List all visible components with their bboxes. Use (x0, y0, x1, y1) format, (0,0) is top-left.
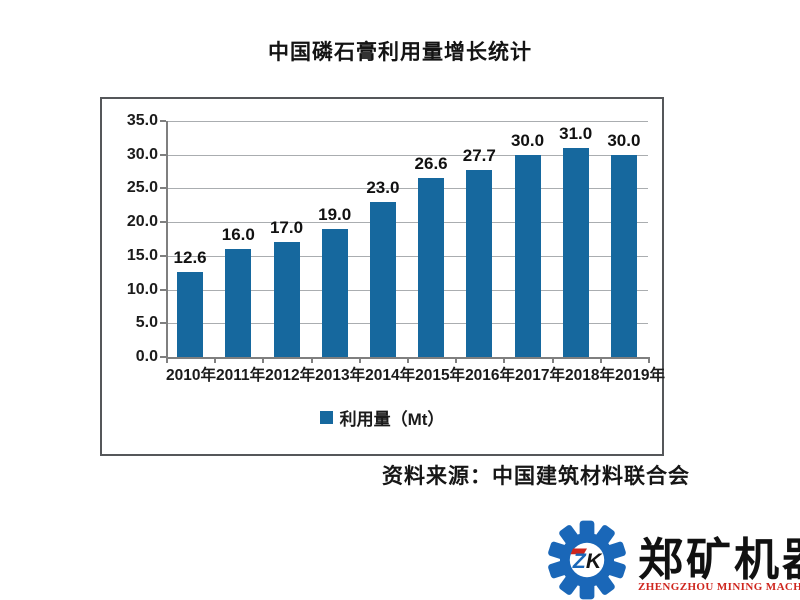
bar-2017年 (514, 154, 541, 357)
bar-value-label: 23.0 (366, 177, 400, 197)
x-tick-mark (407, 357, 409, 363)
x-tick-mark (310, 357, 313, 363)
y-tick-label: 0.0 (135, 348, 158, 365)
x-axis-labels: 2010年 2011年 2012年 2013年 2014年 2015年 2016年 2017年… (166, 363, 665, 385)
y-tick-label: 35.0 (126, 112, 158, 129)
gridline (166, 188, 648, 190)
x-tick-label: 2017年 (515, 367, 566, 384)
gridline (166, 154, 648, 156)
bar-value-label: 19.0 (318, 204, 352, 224)
y-axis-line (166, 121, 168, 357)
y-tick-mark (160, 254, 166, 257)
gridline (166, 289, 648, 291)
y-tick-label: 10.0 (126, 280, 158, 298)
x-tick-mark (166, 357, 168, 363)
y-tick-label: 20.0 (126, 213, 158, 231)
bar-value-label: 16.0 (221, 225, 255, 245)
x-tick-mark (262, 357, 265, 363)
bar-2015年 (418, 177, 445, 357)
bar-2016年 (466, 170, 493, 357)
bar-2012年 (273, 242, 300, 357)
gridline (166, 323, 648, 325)
zk-monogram: ZK (572, 549, 603, 573)
x-tick-label: 2011年 (215, 367, 266, 384)
y-tick-mark (160, 153, 166, 156)
x-tick-mark (648, 357, 650, 363)
source-attribution: 资料来源：中国建筑材料联合会 (382, 464, 690, 488)
bar-value-label: 30.0 (510, 130, 545, 150)
zk-red-accent (570, 548, 587, 555)
bar-value-label: 30.0 (607, 130, 641, 150)
y-tick-mark (160, 288, 166, 291)
gridline (166, 222, 648, 224)
bar-value-label: 27.7 (462, 146, 496, 166)
bar-2010年 (177, 272, 204, 357)
x-tick-mark (358, 357, 361, 363)
x-tick-label: 2012年 (265, 367, 316, 384)
x-tick-mark (503, 357, 506, 363)
x-tick-mark (214, 357, 217, 363)
y-tick-mark (160, 322, 166, 325)
x-tick-label: 2018年 (565, 367, 616, 384)
bar-2014年 (369, 201, 396, 357)
gridline (166, 121, 648, 122)
x-tick-label: 2015年 (415, 367, 466, 384)
x-tick-label: 2019年 (615, 367, 665, 384)
bar-value-label: 12.6 (173, 248, 207, 268)
y-tick-mark (160, 187, 166, 190)
bar-2018年 (562, 147, 589, 357)
bar-2013年 (321, 228, 348, 357)
x-tick-mark (551, 357, 554, 363)
gridline (166, 255, 648, 257)
x-tick-mark (455, 357, 458, 363)
legend-label: 利用量（Mt） (339, 410, 445, 429)
gear-icon: ZK (548, 520, 626, 600)
company-logo: ZK 郑矿机器 ZHENGZHOU MINING MACHINERY (546, 519, 800, 600)
legend: 利用量（Mt） (102, 405, 662, 430)
bar-value-label: 26.6 (414, 153, 448, 173)
y-tick-label: 30.0 (126, 145, 158, 163)
x-tick-label: 2010年 (166, 367, 216, 384)
y-tick-mark (160, 356, 166, 358)
y-tick-label: 15.0 (126, 246, 158, 264)
y-tick-label: 5.0 (135, 314, 158, 332)
company-name-en: ZHENGZHOU MINING MACHINERY (638, 581, 800, 593)
company-name-cn: 郑矿机器 (638, 534, 800, 585)
bar-2011年 (225, 249, 252, 357)
chart-frame: 35.0 30.0 25.0 20.0 15.0 10.0 5.0 0.0 12.6 16.0 1… (100, 97, 665, 456)
y-tick-label: 25.0 (126, 179, 158, 197)
y-tick-mark (160, 120, 166, 122)
x-tick-mark (599, 357, 602, 363)
plot-area: 12.6 16.0 17.0 19.0 23.0 26.6 27.7 30.0 31.0 30.0 (166, 121, 648, 357)
legend-swatch (319, 411, 333, 424)
bar-value-label: 31.0 (559, 123, 593, 143)
chart-title: 中国磷石膏利用量增长统计 (268, 41, 532, 64)
bar-value-label: 17.0 (269, 218, 304, 238)
x-tick-label: 2016年 (465, 367, 516, 384)
y-tick-mark (160, 221, 166, 224)
x-tick-label: 2014年 (365, 367, 416, 384)
x-tick-label: 2013年 (315, 367, 366, 384)
bar-2019年 (610, 154, 637, 357)
